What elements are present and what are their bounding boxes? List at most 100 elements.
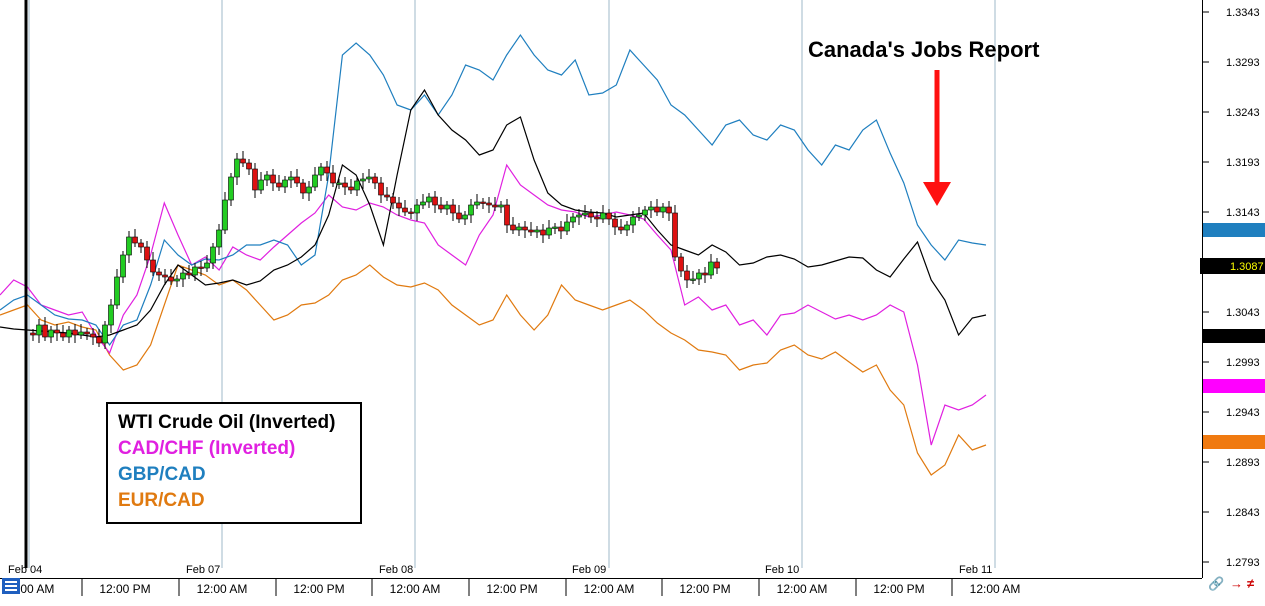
candle-body [450, 204, 456, 214]
time-axis: Feb 04 Feb 07 Feb 08 Feb 09 Feb 10 Feb 11 12:0… [0, 564, 1202, 601]
report-arrow [923, 70, 951, 206]
forward-arrow-icon[interactable]: → [1230, 576, 1243, 591]
y-tick-label: 1.3293 [1226, 57, 1260, 69]
candle-body [138, 242, 144, 248]
candle-body [498, 204, 504, 208]
y-tick-label: 1.2943 [1226, 407, 1260, 419]
candle-body [444, 204, 450, 210]
candle-body [480, 201, 486, 204]
candle-body [54, 329, 60, 334]
date-label: Feb 08 [379, 564, 413, 576]
candle-body [336, 182, 342, 185]
candle-body [624, 224, 630, 231]
candle-body [240, 158, 246, 164]
ratio-icon[interactable]: ≠ [1247, 576, 1255, 591]
candle-body [36, 324, 42, 336]
time-label: 12:00 PM [293, 582, 344, 596]
candle-body [708, 261, 714, 276]
candle-body [594, 216, 600, 220]
candle-body [162, 274, 168, 278]
date-label: Feb 04 [8, 564, 42, 576]
candle-body [216, 229, 222, 248]
candle-body [714, 261, 720, 269]
candle-body [324, 166, 330, 174]
candle-body [366, 176, 372, 180]
y-tick-label: 1.2893 [1226, 457, 1260, 469]
candle-body [522, 226, 528, 231]
candle-body [288, 176, 294, 181]
candle-body [570, 216, 576, 223]
candle-body [78, 331, 84, 336]
candle-body [666, 206, 672, 214]
link-icon[interactable]: 🔗 [1208, 576, 1225, 591]
candle-body [648, 206, 654, 211]
chart-legend: WTI Crude Oil (Inverted) CAD/CHF (Invert… [106, 402, 362, 524]
y-tick-label: 1.3143 [1226, 207, 1260, 219]
price-marker [1203, 223, 1265, 237]
candle-body [108, 304, 114, 326]
date-label: Feb 10 [765, 564, 799, 576]
arrow-head [923, 182, 951, 206]
candle-body [432, 196, 438, 206]
candle-body [252, 168, 258, 191]
candle-body [492, 204, 498, 208]
candle-body [534, 229, 540, 233]
candle-body [174, 278, 180, 282]
candle-body [312, 174, 318, 188]
series-lines [0, 33, 987, 476]
candle-body [396, 202, 402, 209]
candle-body [96, 336, 102, 344]
price-marker [1203, 435, 1265, 449]
candle-body [30, 332, 36, 336]
candle-body [234, 158, 240, 178]
price-axis [1203, 0, 1265, 578]
y-tick-label: 1.3043 [1226, 307, 1260, 319]
candle-body [270, 174, 276, 184]
y-tick-label: 1.2793 [1226, 557, 1260, 569]
candle-body [114, 276, 120, 306]
candle-body [168, 276, 174, 282]
candle-body [456, 212, 462, 220]
candle-body [48, 329, 54, 338]
candle-body [180, 272, 186, 280]
candle-body [198, 266, 204, 269]
candle-body [150, 259, 156, 273]
candle-body [378, 182, 384, 196]
candle-body [552, 226, 558, 229]
candle-body [372, 176, 378, 184]
legend-gbpcad: GBP/CAD [118, 464, 206, 485]
series-line-eur-cad [0, 264, 987, 476]
candle-body [582, 212, 588, 216]
time-label: 12:00 AM [777, 582, 828, 596]
candle-body [438, 204, 444, 210]
candle-body [222, 199, 228, 231]
candle-body [390, 196, 396, 204]
candle-body [72, 329, 78, 336]
candle-body [408, 211, 414, 214]
candle-body [630, 216, 636, 226]
candle-body [330, 172, 336, 184]
y-tick-label: 1.2993 [1226, 357, 1260, 369]
series-line-wti-crude-oil-inverted- [0, 88, 987, 338]
y-tick-label: 1.3243 [1226, 107, 1260, 119]
candle-body [468, 204, 474, 216]
candle-body [504, 204, 510, 226]
candle-body [540, 229, 546, 236]
candle-body [402, 207, 408, 213]
price-axis-ticks: 1.33431.32931.32431.31931.31431.30931.30… [1203, 7, 1260, 569]
candle-body [156, 271, 162, 276]
candle-body [696, 272, 702, 280]
y-tick-label: 1.3343 [1226, 7, 1260, 19]
time-label: 12:00 AM [390, 582, 441, 596]
candle-body [210, 246, 216, 264]
candle-body [120, 254, 126, 278]
candle-body [306, 186, 312, 194]
candle-body [354, 180, 360, 191]
candle-body [612, 218, 618, 228]
candle-body [126, 236, 132, 256]
candle-body [276, 182, 282, 188]
candle-body [600, 212, 606, 220]
chart-menu-icon[interactable] [2, 578, 20, 594]
time-label: 12:00 PM [873, 582, 924, 596]
